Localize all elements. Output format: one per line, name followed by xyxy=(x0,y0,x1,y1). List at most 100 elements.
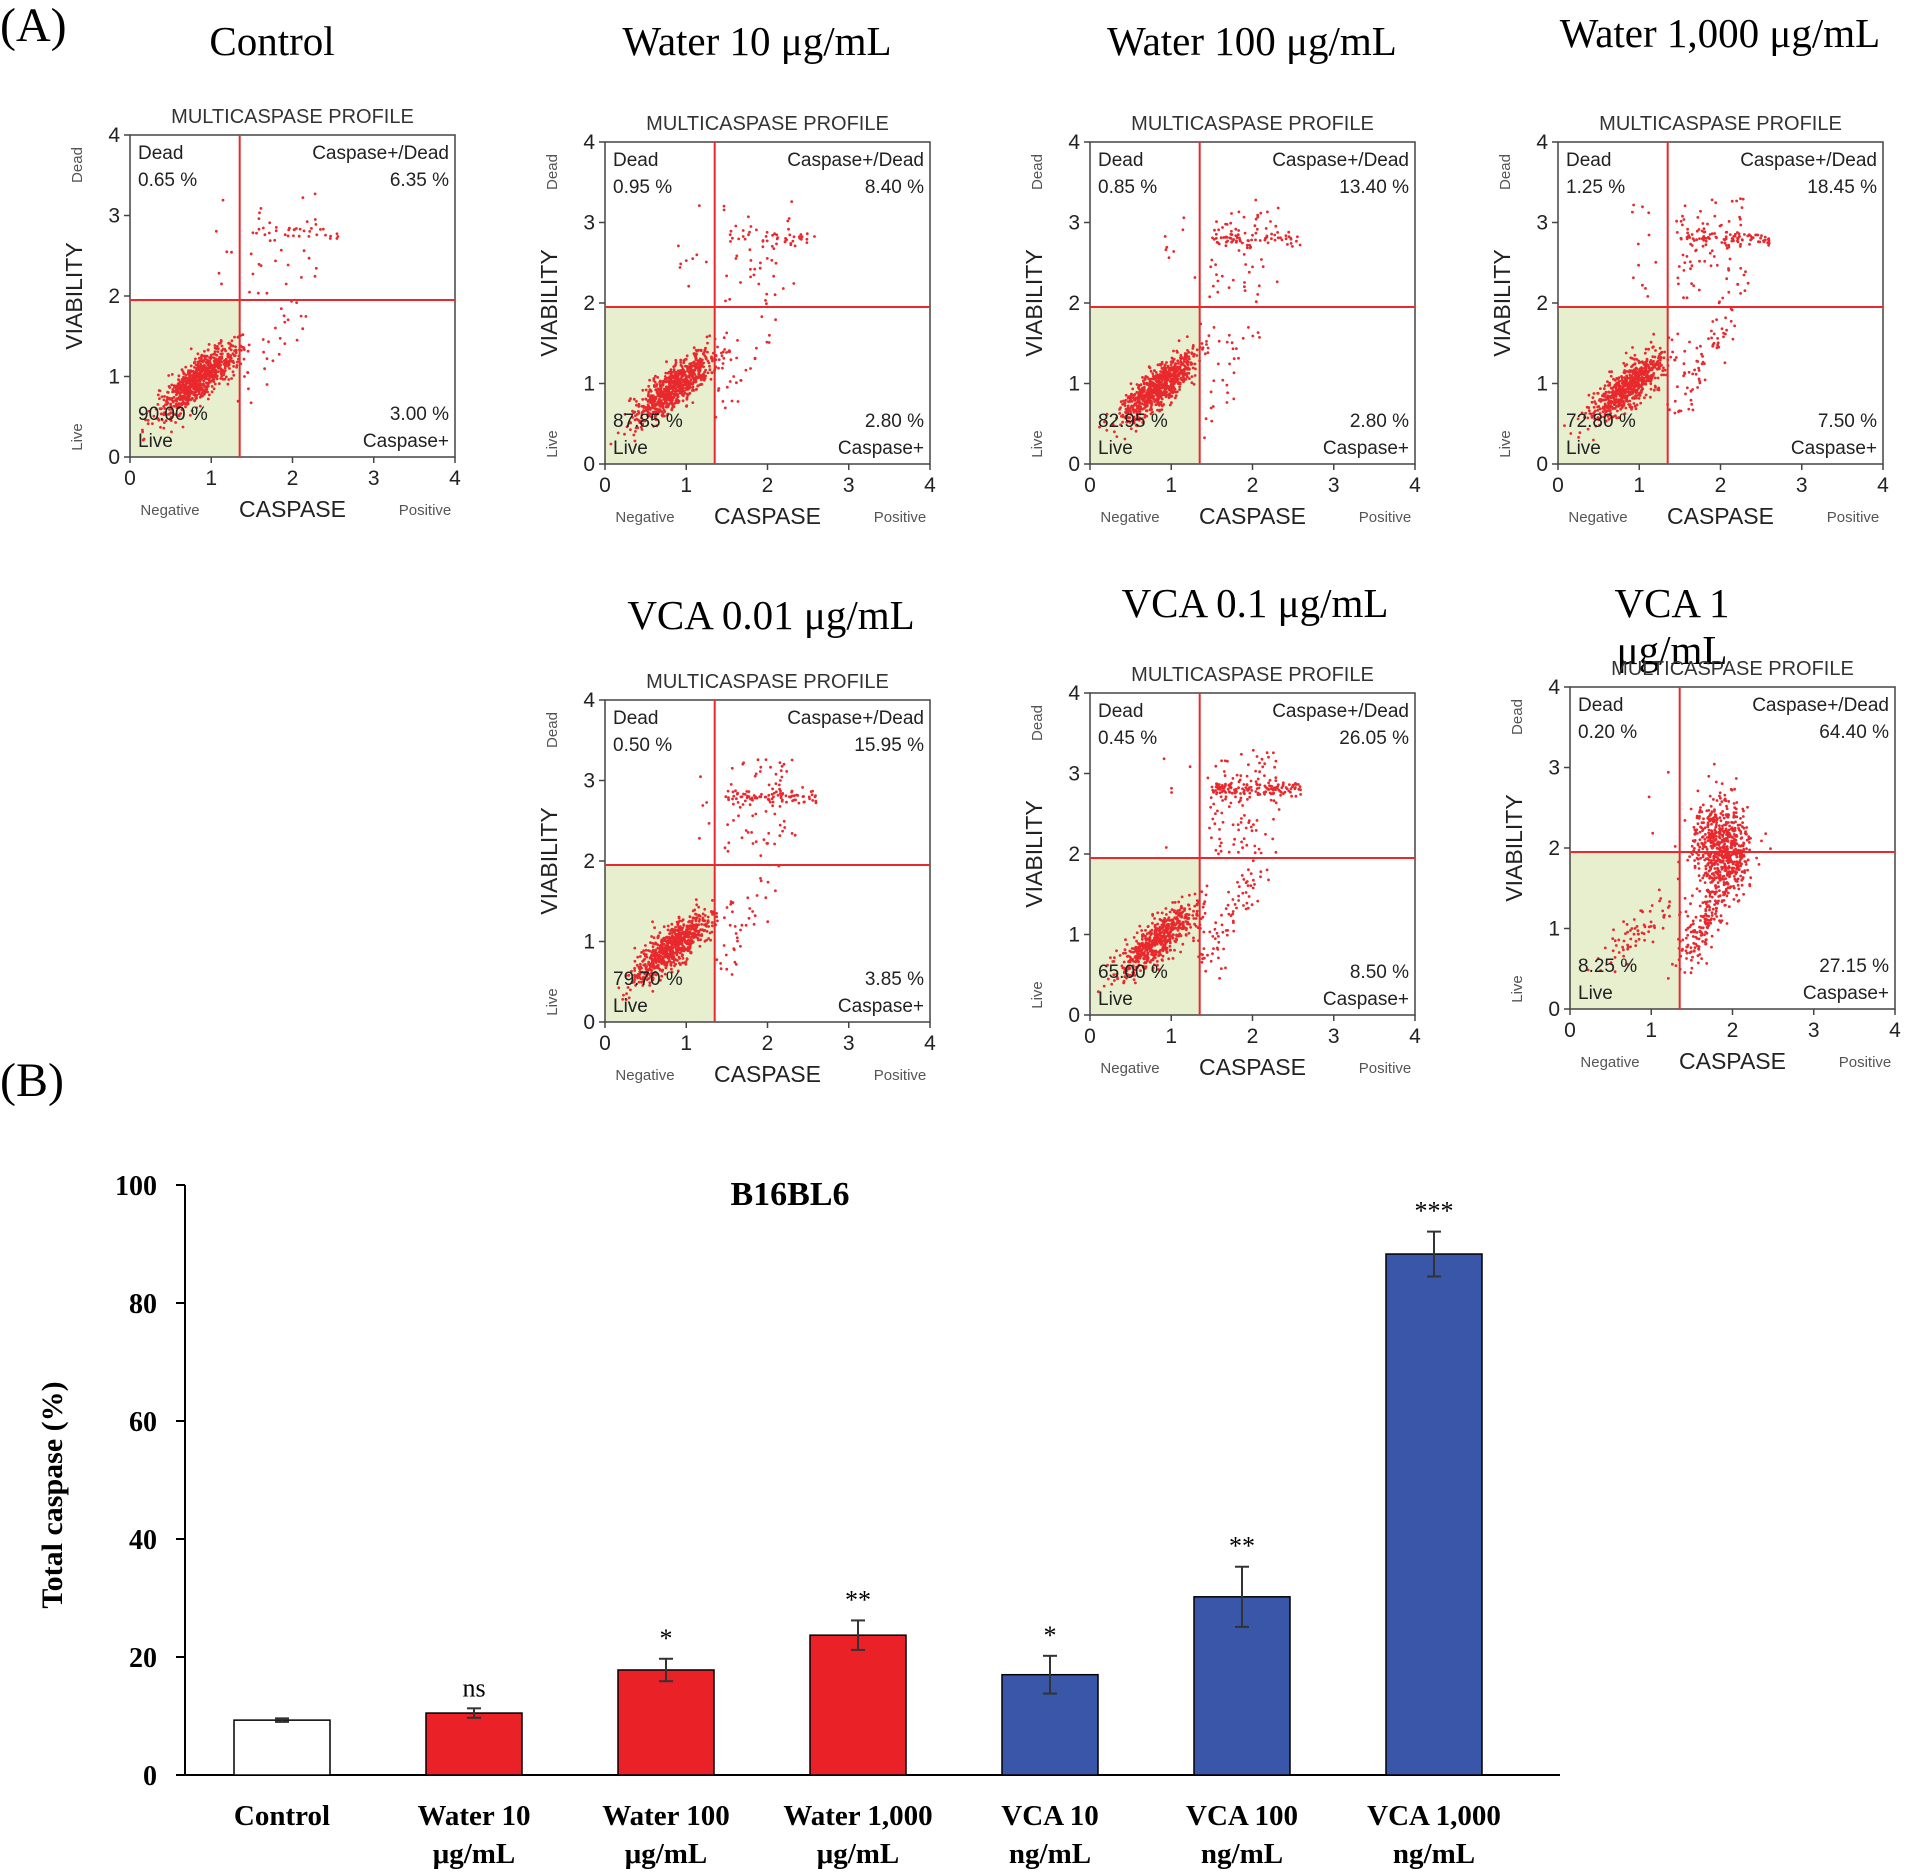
data-point xyxy=(1642,363,1646,366)
data-point xyxy=(1215,220,1218,223)
data-point xyxy=(1735,199,1738,203)
data-point xyxy=(1169,360,1173,364)
y-tick-label: 2 xyxy=(108,285,120,308)
data-point xyxy=(1729,319,1733,323)
data-point xyxy=(623,412,627,416)
data-point xyxy=(649,962,652,966)
data-point xyxy=(761,239,765,243)
data-point xyxy=(748,803,752,807)
data-point xyxy=(1195,909,1199,913)
data-point xyxy=(670,949,674,952)
data-point xyxy=(657,963,660,967)
data-point xyxy=(1656,367,1659,371)
data-point xyxy=(687,387,691,390)
data-point xyxy=(1182,379,1186,383)
data-point xyxy=(301,327,305,331)
data-point xyxy=(246,371,250,374)
y-live-label: Live xyxy=(544,988,561,1016)
data-point xyxy=(1676,332,1680,336)
data-point xyxy=(798,235,801,239)
data-point xyxy=(1155,960,1159,963)
data-point xyxy=(1106,963,1109,967)
data-point xyxy=(1217,228,1220,232)
data-point xyxy=(176,389,180,392)
data-point xyxy=(666,928,670,932)
data-point xyxy=(729,229,733,233)
data-point xyxy=(778,761,782,764)
data-point xyxy=(213,350,217,353)
quadrant-live-value: 72.80 % xyxy=(1566,411,1636,432)
data-point xyxy=(228,346,232,350)
data-point xyxy=(1144,409,1148,413)
data-point xyxy=(660,395,663,399)
data-point xyxy=(217,271,221,275)
data-point xyxy=(1149,387,1153,390)
data-point xyxy=(703,349,707,353)
data-point xyxy=(216,359,220,362)
data-point xyxy=(769,765,772,769)
data-point xyxy=(656,946,660,950)
data-point xyxy=(1124,938,1127,942)
flow-plot-title: VCA 0.1 μg/mL xyxy=(1121,580,1389,626)
data-point xyxy=(1631,210,1634,214)
data-point xyxy=(1270,237,1273,241)
data-point xyxy=(1701,360,1705,364)
x-axis-label: CASPASE xyxy=(1199,503,1306,529)
data-point xyxy=(203,391,207,395)
data-point xyxy=(1708,251,1712,255)
data-point xyxy=(691,909,695,913)
data-point xyxy=(1592,392,1596,395)
data-point xyxy=(1141,386,1144,390)
data-point xyxy=(1152,374,1155,378)
data-point xyxy=(651,976,655,980)
data-point xyxy=(698,918,701,921)
data-point xyxy=(1143,403,1146,407)
data-point xyxy=(232,365,236,368)
data-point xyxy=(1690,233,1694,236)
data-point xyxy=(1648,360,1652,364)
y-live-label: Live xyxy=(1497,430,1514,458)
data-point xyxy=(1140,937,1144,941)
data-point xyxy=(707,937,710,940)
data-point xyxy=(219,363,223,367)
data-point xyxy=(274,226,278,229)
data-point xyxy=(668,383,672,387)
data-point xyxy=(1258,336,1261,339)
data-point xyxy=(1237,210,1241,214)
data-point xyxy=(1651,355,1655,359)
data-point xyxy=(669,951,672,955)
data-point xyxy=(1148,366,1152,370)
data-point xyxy=(178,395,182,398)
data-point xyxy=(1649,395,1652,399)
data-point xyxy=(1657,388,1661,392)
data-point xyxy=(1593,417,1597,421)
data-point xyxy=(1580,411,1584,415)
data-point xyxy=(1266,241,1270,245)
data-point xyxy=(645,968,649,972)
flow-plot-title: Water 10 μg/mL xyxy=(622,18,892,64)
data-point xyxy=(770,792,774,796)
data-point xyxy=(199,366,203,370)
data-point xyxy=(195,375,199,378)
data-point xyxy=(1679,219,1683,223)
data-point xyxy=(1713,214,1717,218)
data-point xyxy=(1626,376,1629,380)
data-point xyxy=(762,838,766,841)
data-point xyxy=(1172,367,1175,370)
data-point xyxy=(1675,231,1679,234)
data-point xyxy=(665,963,669,967)
data-point xyxy=(1205,340,1208,343)
data-point xyxy=(206,373,209,377)
data-point xyxy=(170,430,173,434)
data-point xyxy=(663,955,667,959)
data-point xyxy=(780,799,784,803)
data-point xyxy=(1593,413,1596,417)
y-tick-label: 3 xyxy=(1068,212,1080,235)
data-point xyxy=(780,775,784,779)
data-point xyxy=(1636,377,1640,381)
y-axis-label: VIABILITY xyxy=(61,242,87,349)
data-point xyxy=(739,281,742,284)
data-point xyxy=(1181,228,1185,232)
data-point xyxy=(1206,351,1210,354)
x-tick-label: 0 xyxy=(599,474,611,497)
